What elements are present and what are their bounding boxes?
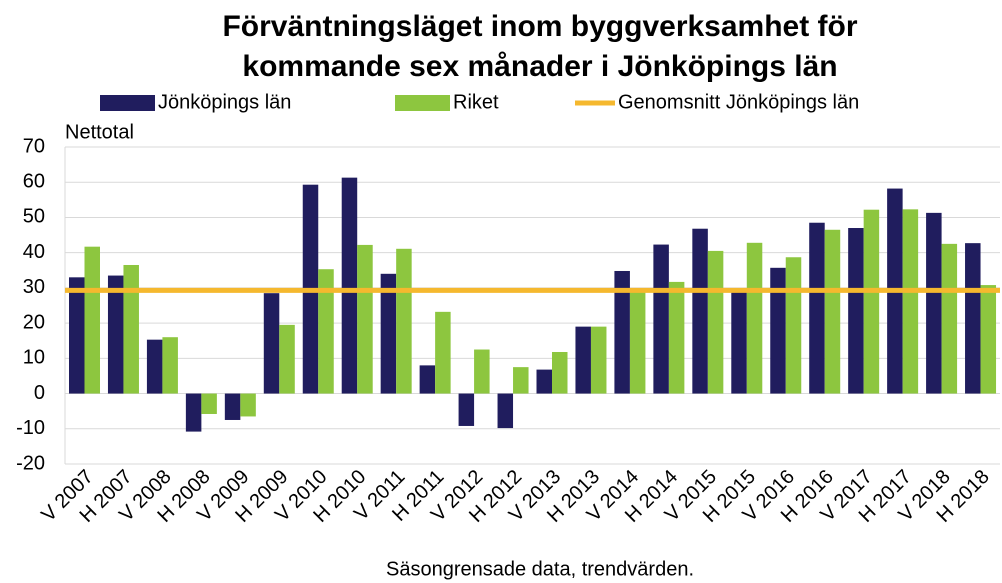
bar bbox=[380, 273, 397, 394]
bar bbox=[824, 229, 841, 394]
bar bbox=[458, 393, 475, 426]
y-axis-label: Nettotal bbox=[65, 121, 134, 143]
bar bbox=[536, 369, 552, 394]
bar bbox=[162, 337, 178, 394]
y-tick-label: 20 bbox=[23, 311, 45, 333]
y-tick-label: 10 bbox=[23, 347, 45, 369]
bar bbox=[692, 228, 708, 394]
bar bbox=[926, 212, 942, 394]
bar bbox=[279, 324, 295, 394]
bar bbox=[785, 257, 802, 394]
y-tick-label: 60 bbox=[23, 171, 45, 193]
bar bbox=[848, 228, 864, 394]
chart-title: kommande sex månader i Jönköpings län bbox=[242, 50, 837, 83]
y-tick-label: 30 bbox=[23, 276, 45, 298]
bar bbox=[770, 267, 786, 394]
bar bbox=[419, 365, 436, 394]
bar bbox=[863, 209, 880, 394]
y-tick-label: 70 bbox=[23, 135, 45, 157]
bar bbox=[107, 275, 124, 394]
legend-label: Riket bbox=[453, 91, 499, 113]
bar bbox=[240, 393, 256, 417]
bar bbox=[552, 351, 568, 394]
chart-title: Förväntningsläget inom byggverksamhet fö… bbox=[222, 10, 857, 43]
bar bbox=[614, 270, 630, 394]
bar bbox=[497, 393, 514, 429]
bar bbox=[224, 393, 241, 420]
bar bbox=[965, 243, 981, 394]
legend-label: Genomsnitt Jönköpings län bbox=[618, 91, 859, 113]
bar bbox=[435, 311, 451, 394]
bar bbox=[941, 243, 958, 394]
y-tick-label: -10 bbox=[16, 417, 45, 439]
bar bbox=[123, 264, 139, 394]
legend-swatch bbox=[395, 95, 450, 111]
bar bbox=[980, 285, 997, 394]
bar bbox=[707, 250, 724, 394]
bar bbox=[396, 248, 412, 394]
bar bbox=[69, 277, 85, 394]
y-tick-label: -20 bbox=[16, 452, 45, 474]
bar bbox=[902, 209, 919, 394]
bar bbox=[575, 326, 591, 394]
bar bbox=[513, 367, 529, 394]
bar bbox=[341, 177, 358, 394]
bar bbox=[629, 288, 646, 394]
x-axis-label: Säsongrensade data, trendvärden. bbox=[386, 558, 694, 580]
bar bbox=[668, 281, 685, 394]
y-tick-label: 50 bbox=[23, 206, 45, 228]
bar bbox=[474, 349, 490, 394]
bar bbox=[731, 291, 747, 394]
bar bbox=[590, 326, 607, 394]
bar bbox=[318, 269, 334, 394]
bar bbox=[653, 244, 669, 394]
bar bbox=[84, 246, 100, 394]
bar bbox=[809, 222, 825, 394]
y-tick-label: 0 bbox=[34, 382, 45, 404]
bar bbox=[146, 339, 163, 394]
bar bbox=[201, 393, 217, 414]
bar bbox=[746, 242, 763, 394]
legend-label: Jönköpings län bbox=[158, 91, 291, 113]
bar bbox=[357, 244, 373, 394]
y-tick-label: 40 bbox=[23, 241, 45, 263]
bar bbox=[185, 393, 202, 432]
bar bbox=[263, 293, 280, 394]
legend-swatch bbox=[100, 95, 155, 111]
